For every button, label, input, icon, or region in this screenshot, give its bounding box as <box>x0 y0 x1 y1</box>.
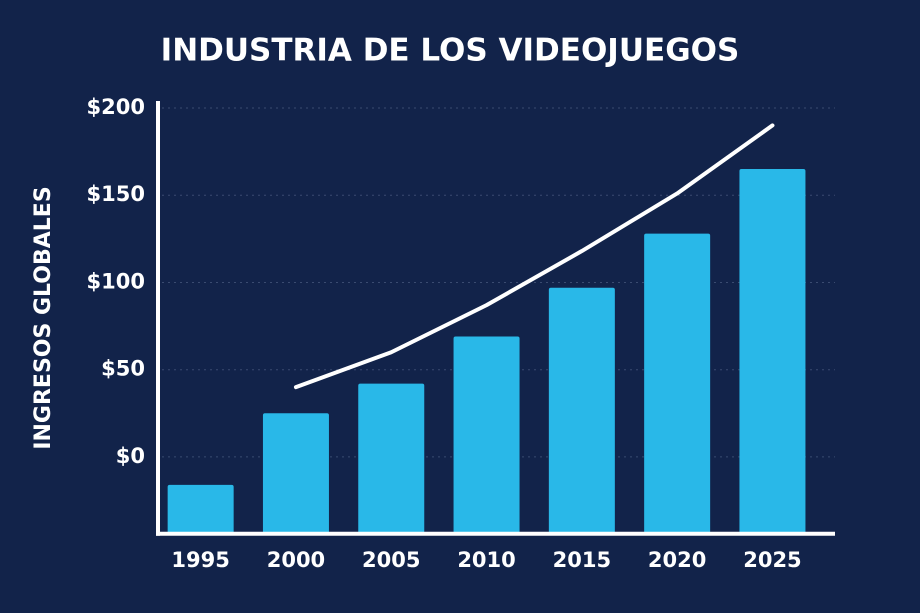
bar <box>358 383 425 534</box>
x-tick-label: 2020 <box>648 548 706 572</box>
chart-title: INDUSTRIA DE LOS VIDEOJUEGOS <box>161 33 740 69</box>
bar <box>262 413 329 534</box>
y-tick-label: $100 <box>87 269 145 293</box>
trend-line <box>293 123 775 390</box>
bar <box>548 287 615 534</box>
y-axis-label: INGRESOS GLOBALES <box>31 186 56 449</box>
bar <box>644 233 711 534</box>
y-tick-label: $0 <box>116 444 145 468</box>
x-tick-label: 2015 <box>553 548 611 572</box>
y-tick-label: $50 <box>101 357 145 381</box>
x-tick-label: 2025 <box>743 548 801 572</box>
bar <box>739 169 806 534</box>
x-tick-label: 2000 <box>267 548 325 572</box>
x-tick-label: 2005 <box>362 548 420 572</box>
bar <box>453 336 520 534</box>
x-tick-label: 2010 <box>457 548 515 572</box>
y-tick-label: $150 <box>87 182 145 206</box>
x-tick-label: 1995 <box>171 548 229 572</box>
y-tick-label: $200 <box>87 95 145 119</box>
bar <box>167 484 234 534</box>
